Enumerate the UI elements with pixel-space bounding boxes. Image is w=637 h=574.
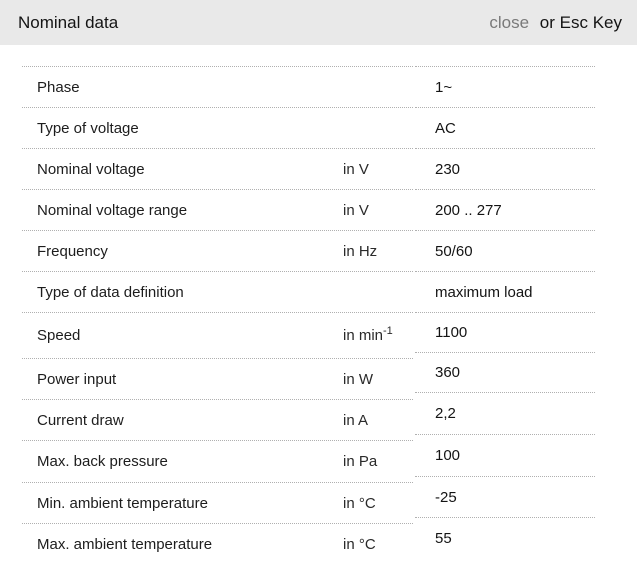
row-unit: in °C [343,494,376,512]
spec-table-values: 1~ AC 230 200 .. 277 50/60 maximum load … [415,66,595,558]
table-row: 55 [415,517,595,558]
row-value: 1~ [435,78,453,96]
row-value: 100 [435,447,461,464]
table-row: 230 [415,148,595,189]
row-value: AC [435,119,456,137]
row-label: Max. ambient temperature [37,535,213,553]
row-unit: in Pa [343,453,378,470]
row-label: Min. ambient temperature [37,494,208,512]
close-hint: close or Esc Key [489,13,622,33]
table-row: 2,2 [415,392,595,434]
table-row: 200 .. 277 [415,189,595,230]
table-row: Type of data definition [22,271,413,312]
spec-table-labels: Phase Type of voltage Nominal voltage in… [22,66,413,564]
row-label: Nominal voltage range [37,201,188,219]
row-unit: in W [343,370,373,388]
row-unit: in A [343,411,369,429]
table-row: Nominal voltage in V [22,148,413,189]
row-value: 1100 [435,324,468,341]
table-row: 1100 [415,312,595,352]
table-row: Nominal voltage range in V [22,189,413,230]
close-button[interactable]: close [489,12,530,32]
row-label: Power input [37,370,117,388]
table-row: 360 [415,352,595,392]
table-row: Max. ambient temperature in °C [22,523,413,564]
table-row: Current draw in A [22,399,413,440]
row-unit: in min-1 [343,325,393,345]
row-unit: in V [343,160,369,178]
row-label: Type of data definition [37,283,184,301]
row-label: Nominal voltage [37,160,145,178]
table-row: 1~ [415,66,595,107]
row-unit: in Hz [343,242,378,260]
table-row: Min. ambient temperature in °C [22,482,413,523]
table-row: Frequency in Hz [22,230,413,271]
row-label: Current draw [37,411,124,429]
row-label: Type of voltage [37,119,139,137]
row-value: maximum load [435,283,533,301]
table-row: Max. back pressure in Pa [22,440,413,482]
close-hint-suffix: or Esc Key [539,12,622,32]
table-row: AC [415,107,595,148]
row-value: 200 .. 277 [435,201,502,219]
table-row: 100 [415,434,595,476]
table-row: Phase [22,66,413,107]
row-value: 2,2 [435,405,456,422]
table-row: Type of voltage [22,107,413,148]
row-label: Max. back pressure [37,453,168,470]
table-row: Power input in W [22,358,413,399]
modal-header: Nominal data close or Esc Key [0,0,637,45]
row-unit: in °C [343,535,376,553]
table-row: -25 [415,476,595,517]
row-value: 230 [435,160,461,178]
modal-title: Nominal data [18,12,119,32]
row-label: Speed [37,327,81,344]
row-value: 360 [435,364,461,381]
table-row: maximum load [415,271,595,312]
row-value: -25 [435,488,457,506]
row-unit: in V [343,201,369,219]
table-row: 50/60 [415,230,595,271]
row-label: Phase [37,78,80,96]
row-label: Frequency [37,242,108,260]
table-row: Speed in min-1 [22,312,413,358]
row-value: 50/60 [435,242,473,260]
row-value: 55 [435,529,452,547]
